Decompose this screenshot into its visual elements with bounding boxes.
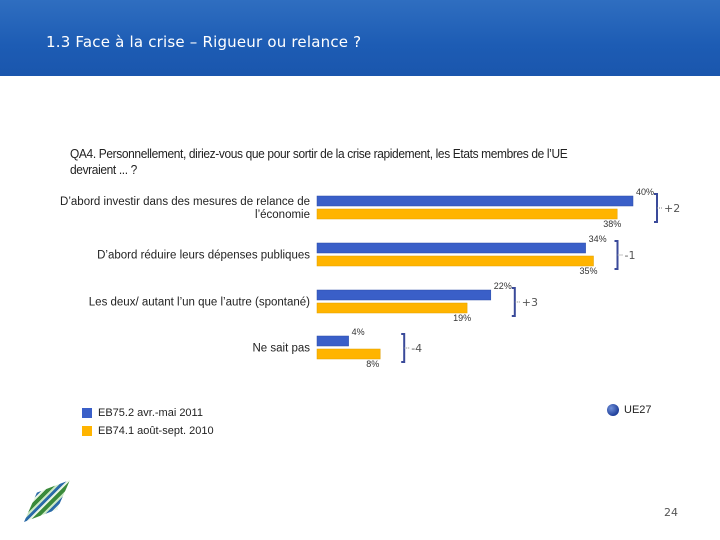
bar-previous <box>316 348 381 360</box>
bar-current <box>316 335 349 347</box>
legend-label-previous: EB74.1 août-sept. 2010 <box>98 425 214 437</box>
difference-label: -1 <box>625 249 636 262</box>
category-label: D’abord réduire leurs dépenses publiques <box>97 250 310 262</box>
data-label: 40% <box>636 187 654 197</box>
globe-icon <box>607 404 619 416</box>
category-label: Les deux/ autant l’un que l’autre (spont… <box>89 297 310 309</box>
difference-bracket <box>401 333 406 363</box>
header-banner: 1.3 Face à la crise – Rigueur ou relance… <box>0 0 720 76</box>
category-label: Ne sait pas <box>252 343 310 355</box>
bar-current <box>316 242 586 254</box>
page-number: 24 <box>664 506 678 519</box>
bar-previous <box>316 302 468 314</box>
data-label: 19% <box>453 313 471 323</box>
bar-current <box>316 195 634 207</box>
bar-current <box>316 289 492 301</box>
bar-previous <box>316 208 618 220</box>
difference-bracket <box>614 240 619 270</box>
difference-bracket <box>511 287 516 317</box>
data-label: 34% <box>589 234 607 244</box>
category-label: D’abord investir dans des mesures de rel… <box>60 196 310 208</box>
page-title: 1.3 Face à la crise – Rigueur ou relance… <box>46 33 362 51</box>
difference-bracket <box>654 193 658 223</box>
data-label: 8% <box>366 359 379 369</box>
scope-label: UE27 <box>624 404 652 416</box>
bar-previous <box>316 255 594 267</box>
data-label: 35% <box>580 266 598 276</box>
legend: EB75.2 avr.-mai 2011 EB74.1 août-sept. 2… <box>82 404 214 440</box>
data-label: 22% <box>494 281 512 291</box>
data-label: 4% <box>352 327 365 337</box>
difference-label: +3 <box>522 296 538 309</box>
difference-label: +2 <box>664 202 680 215</box>
legend-label-current: EB75.2 avr.-mai 2011 <box>98 407 203 419</box>
legend-item-previous: EB74.1 août-sept. 2010 <box>82 422 214 440</box>
legend-swatch-previous <box>82 426 92 436</box>
category-label: l’économie <box>255 209 310 221</box>
difference-label: -4 <box>411 342 422 355</box>
scope-indicator: UE27 <box>607 404 652 416</box>
data-label: 38% <box>603 219 621 229</box>
survey-question: QA4. Personnellement, diriez-vous que po… <box>70 146 568 177</box>
legend-swatch-current <box>82 408 92 418</box>
legend-item-current: EB75.2 avr.-mai 2011 <box>82 404 214 422</box>
